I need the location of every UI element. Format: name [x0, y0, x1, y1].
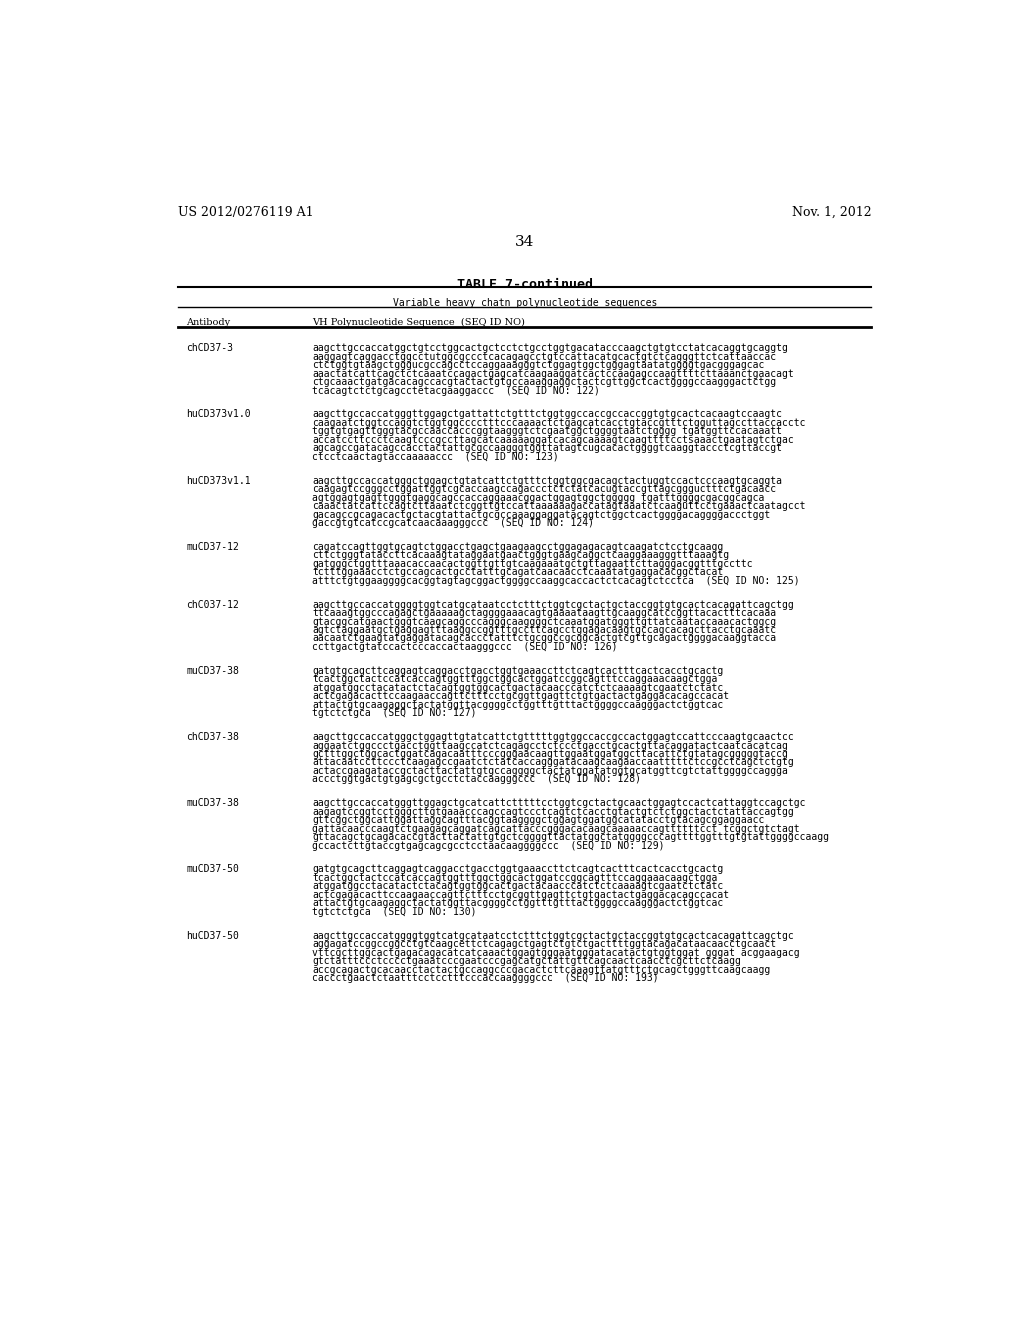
Text: attactgtgcaagaggctactatggttacggggcctggtttgtttactggggccaagggactctggtcac: attactgtgcaagaggctactatggttacggggcctggtt… [312, 700, 724, 710]
Text: tgtctctgca  (SEQ ID NO: 127): tgtctctgca (SEQ ID NO: 127) [312, 708, 477, 718]
Text: aagcttgccaccatgggctggagctgtatcattctgtttctggtggcgacagctactuggtccactcccaagtgcaggta: aagcttgccaccatgggctggagctgtatcattctgtttc… [312, 475, 782, 486]
Text: huCD373v1.1: huCD373v1.1 [186, 475, 251, 486]
Text: tggtgtgagttgggtacgccaaccacccggtaagggtctcgaatggctggggtaatctgggg tgatggttccacaaatt: tggtgtgagttgggtacgccaaccacccggtaagggtctc… [312, 426, 782, 437]
Text: gttcggctggcattggattaggcagtttacggtaaggggctggagtggatggcatatacctgtacagcggaggaacc: gttcggctggcattggattaggcagtttacggtaaggggc… [312, 816, 765, 825]
Text: gccactcttgtaccgtgagcagcgcctcctaacaaggggccc  (SEQ ID NO: 129): gccactcttgtaccgtgagcagcgcctcctaacaaggggc… [312, 841, 665, 850]
Text: aacaatctgaagtatgaggatacagcaccctatttctgcggccgcggcactgtcgttgcagactggggacaaggtacca: aacaatctgaagtatgaggatacagcaccctatttctgcg… [312, 634, 776, 643]
Text: huCD37-50: huCD37-50 [186, 931, 239, 941]
Text: aagcttgccaccatggggtggtcatgcataatcctctttctggtcgctactgctaccggtgtgcactcacagattcagct: aagcttgccaccatggggtggtcatgcataatcctctttc… [312, 931, 795, 941]
Text: gtctatttccctcccctgaaatcccgaatcccgagcatgctattgttcagcaactcaacctcgcttctcaagg: gtctatttccctcccctgaaatcccgaatcccgagcatgc… [312, 956, 741, 966]
Text: gacagccgcagacactgctacgtattactgcgccaaaggaggatacagtctggctcactggggacaggggaccctggt: gacagccgcagacactgctacgtattactgcgccaaagga… [312, 510, 771, 520]
Text: gtacggcatgaactgggtcaagcaggcccagggcaaggggctcaaatggatgggttgttatcaataccaaacactggcg: gtacggcatgaactgggtcaagcaggcccagggcaagggg… [312, 616, 776, 627]
Text: tcacagtctctgcagcctetacgaaggaccc  (SEQ ID NO: 122): tcacagtctctgcagcctetacgaaggaccc (SEQ ID … [312, 385, 600, 396]
Text: atggatggcctacatactctacagtggtggcactgactacaacccatctctcaaaagtcgaatctctatc: atggatggcctacatactctacagtggtggcactgactac… [312, 682, 724, 693]
Text: aagcttgccaccatgggctggagttgtatcattctgtttttggtggccaccgccactggagtccattcccaagtgcaact: aagcttgccaccatgggctggagttgtatcattctgtttt… [312, 733, 795, 742]
Text: vttcgcttggcactgagacagacatcatcaaactggagtgggaatgggatacatactgtggtggat gggat acggaag: vttcgcttggcactgagacagacatcatcaaactggagtg… [312, 948, 800, 957]
Text: gaccgtgtcatccgcatcaacaaagggccc  (SEQ ID NO: 124): gaccgtgtcatccgcatcaacaaagggccc (SEQ ID N… [312, 517, 595, 528]
Text: atttctgtggaaggggcacggtagtagcggactggggccaaggcaccactctcacagtctcctca  (SEQ ID NO: 1: atttctgtggaaggggcacggtagtagcggactggggcca… [312, 576, 800, 586]
Text: Antibody: Antibody [186, 318, 230, 327]
Text: muCD37-38: muCD37-38 [186, 665, 239, 676]
Text: attacaatccttccctcaagagccgaatctctatcaccagggatacaagcaagaaccaatttttctccgcctcagctctg: attacaatccttccctcaagagccgaatctctatcaccag… [312, 758, 795, 767]
Text: TABLE 7-continued: TABLE 7-continued [457, 277, 593, 290]
Text: aaactatcattcagctctcaaatccagactgagcatcaagaaggatcactccaagagccaagttttcttaaanctgaaca: aaactatcattcagctctcaaatccagactgagcatcaag… [312, 368, 795, 379]
Text: accctggtgactgtgagcgctgcctctaccaagggccc  (SEQ ID NO: 128): accctggtgactgtgagcgctgcctctaccaagggccc (… [312, 775, 641, 784]
Text: US 2012/0276119 A1: US 2012/0276119 A1 [178, 206, 314, 219]
Text: tcactggctactccatcaccagtggtttggctggcactggatccggcagtttccaggaaacaagctgga: tcactggctactccatcaccagtggtttggctggcactgg… [312, 675, 718, 684]
Text: chC037-12: chC037-12 [186, 599, 239, 610]
Text: caaactatcattccagtcttaaatctcggttgtccattaaaaaagaccatagtaaatctcaaguttcctgaaactcaata: caaactatcattccagtcttaaatctcggttgtccattaa… [312, 502, 806, 511]
Text: muCD37-38: muCD37-38 [186, 799, 239, 808]
Text: gattacaacccaagtctgaagagcaggatcagcattacccgggacacaagcaaaaaccagttttttcct tcggctgtct: gattacaacccaagtctgaagagcaggatcagcattaccc… [312, 824, 800, 834]
Text: ccttgactgtatccactcccaccactaagggccc  (SEQ ID NO: 126): ccttgactgtatccactcccaccactaagggccc (SEQ … [312, 642, 617, 652]
Text: chCD37-38: chCD37-38 [186, 733, 239, 742]
Text: cttctgggtataccttcacaaagtataggaatgaactgggtgaagcaggctcaaggaaagggtttaaagtg: cttctgggtataccttcacaaagtataggaatgaactggg… [312, 550, 729, 560]
Text: caagagtccgggcctggattggtcgcaccaagccagaccctctctatcacugtaccgttagcggguctttctgacaacc: caagagtccgggcctggattggtcgcaccaagccagaccc… [312, 484, 776, 494]
Text: aagcttgccaccatgggttggagctgcatcattctttttcctggtcgctactgcaactggagtccactcattaggtccag: aagcttgccaccatgggttggagctgcatcattctttttc… [312, 799, 806, 808]
Text: tcactggctactccatcaccagtggtttggctggcactggatccggcagtttccaggaaacaagctgga: tcactggctactccatcaccagtggtttggctggcactgg… [312, 873, 718, 883]
Text: accatccttccctcaagtcccgccttagcatcaaaaaggatcacagcaaaagtcaagttttcctsaaactgaatagtctg: accatccttccctcaagtcccgccttagcatcaaaaagga… [312, 434, 795, 445]
Text: Nov. 1, 2012: Nov. 1, 2012 [792, 206, 871, 219]
Text: atggatggcctacatactctacagtggtggcactgactacaacccatctctcaaaagtcgaatctctatc: atggatggcctacatactctacagtggtggcactgactac… [312, 882, 724, 891]
Text: actcgagacacttccaagaaccagttctttcctgcggttgagttctgtgactactgaggacacagccacat: actcgagacacttccaagaaccagttctttcctgcggttg… [312, 692, 729, 701]
Text: gatgtgcagcttcaggagtcaggacctgacctggtgaaaccttctcagtcactttcactcacctgcactg: gatgtgcagcttcaggagtcaggacctgacctggtgaaac… [312, 865, 724, 874]
Text: tctttggaaacctctgccagcactgcctatttgcagatcaacaacctcaaatatgaggacacggctacat: tctttggaaacctctgccagcactgcctatttgcagatca… [312, 568, 724, 577]
Text: accgcagactgcacaacctactactgccaggcccgacactcttcaaagttatgtttctgcagctgggttcaagcaagg: accgcagactgcacaacctactactgccaggcccgacact… [312, 965, 771, 974]
Text: VH Polynucleotide Sequence  (SEQ ID NO): VH Polynucleotide Sequence (SEQ ID NO) [312, 318, 525, 327]
Text: aaggagtcaggacctggcctutggcgccctcacagagcctgtccattacatgcactgtctcagggttctcattaaccac: aaggagtcaggacctggcctutggcgccctcacagagcct… [312, 351, 776, 362]
Text: chCD37-3: chCD37-3 [186, 343, 233, 354]
Text: agcagccgatacagccacctactattgcgccaagggtggttatagtcugcacactggggtcaaggtaccctcgttaccgt: agcagccgatacagccacctactattgcgccaagggtggt… [312, 444, 782, 453]
Text: actcgagacacttccaagaaccagttctttcctgcggttgagttctgtgactactgaggacacagccacat: actcgagacacttccaagaaccagttctttcctgcggttg… [312, 890, 729, 900]
Text: muCD37-12: muCD37-12 [186, 543, 239, 552]
Text: attactgtgcaagaggctactatggttacggggcctggtttgtttactggggccaagggactctggtcac: attactgtgcaagaggctactatggttacggggcctggtt… [312, 899, 724, 908]
Text: gttacagctgcagacaccgtacttactattgtgctcggggttactatggctatggggcccagttttggtttgtgtattgg: gttacagctgcagacaccgtacttactattgtgctcgggg… [312, 832, 829, 842]
Text: gatgtgcagcttcaggagtcaggacctgacctggtgaaaccttctcagtcactttcactcacctgcactg: gatgtgcagcttcaggagtcaggacctgacctggtgaaac… [312, 665, 724, 676]
Text: 34: 34 [515, 235, 535, 249]
Text: aagagtccggtcctgggcttgtgaaacccagccagtccctcagtctcacctgtactgtctctggctactctattaccagt: aagagtccggtcctgggcttgtgaaacccagccagtccct… [312, 807, 795, 817]
Text: caccctgaactctaatttcctcctttcccaccaaggggccc  (SEQ ID NO: 193): caccctgaactctaatttcctcctttcccaccaaggggcc… [312, 973, 659, 983]
Text: ctgcaaactgatgacacagccacgtactactgtgccaaaggaggctactcgttggctcactggggccaagggactctgg: ctgcaaactgatgacacagccacgtactactgtgccaaag… [312, 378, 776, 387]
Text: agtggagtgagttgggtgaggcagccaccaggaaacggactggagtggctggggg tgatttggggcgacggcagca: agtggagtgagttgggtgaggcagccaccaggaaacggac… [312, 492, 765, 503]
Text: aagcttgccaccatggggtggtcatgcataatcctctttctggtcgctactgctaccggtgtgcactcacagattcagct: aagcttgccaccatggggtggtcatgcataatcctctttc… [312, 599, 795, 610]
Text: agtctaggaatgctgaggagtttaaggccggtttgccttcagcctggagacaagtgccagcacagcttacctgcaaatc: agtctaggaatgctgaggagtttaaggccggtttgccttc… [312, 626, 776, 635]
Text: ctctggtgtaagctgggucgccagcctccaggaaagggtctggagtggctgggagtaatatggggtgacgggagcac: ctctggtgtaagctgggucgccagcctccaggaaagggtc… [312, 360, 765, 370]
Text: aagcttgccaccatgggttggagctgattattctgtttctggtggccaccgccaccggtgtgcactcacaagtccaagtc: aagcttgccaccatgggttggagctgattattctgtttct… [312, 409, 782, 420]
Text: gctttggctggcactggatcagacaatttcccgggaacaagttggaatggatggcttacattctgtatagcgggggtacc: gctttggctggcactggatcagacaatttcccgggaacaa… [312, 748, 788, 759]
Text: tgtctctgca  (SEQ ID NO: 130): tgtctctgca (SEQ ID NO: 130) [312, 907, 477, 917]
Text: aggaatctggccctgacctggttaagccatctcagagcctctccctgacctgcactgttacaggatactcaatcacatca: aggaatctggccctgacctggttaagccatctcagagcct… [312, 741, 788, 751]
Text: muCD37-50: muCD37-50 [186, 865, 239, 874]
Text: huCD373v1.0: huCD373v1.0 [186, 409, 251, 420]
Text: caagaatctggtccaggtctggtggcccctttcccaaaactctgagcatcacctgtaccgtttctgguttagccttacca: caagaatctggtccaggtctggtggcccctttcccaaaac… [312, 418, 806, 428]
Text: ttcaaagtggcccagagctgaaaaagctaggggaaacagtgaaaataagttgcaaggcatccggttacactttcacaaa: ttcaaagtggcccagagctgaaaaagctaggggaaacagt… [312, 609, 776, 618]
Text: Variable heavy chatn polynucleotide sequences: Variable heavy chatn polynucleotide sequ… [392, 298, 657, 308]
Text: cagatccagttggtgcagtctggacctgagctgaagaagcctggagagacagtcaagatctcctgcaagg: cagatccagttggtgcagtctggacctgagctgaagaagc… [312, 543, 724, 552]
Text: aagcttgccaccatggctgtcctggcactgctcctctgcctggtgacatacccaagctgtgtcctatcacaggtgcaggt: aagcttgccaccatggctgtcctggcactgctcctctgcc… [312, 343, 788, 354]
Text: actaccgaagataccgctacttactattgtgccaggggctactatggatatggtgcatggttcgtctattggggccaggg: actaccgaagataccgctacttactattgtgccaggggct… [312, 766, 788, 776]
Text: gatgggctggtttaaacaccaacactggttgttgtcaagaaatgctgttagaattcttagggacggtttgccttc: gatgggctggtttaaacaccaacactggttgttgtcaaga… [312, 558, 753, 569]
Text: ctcctcaactagtaccaaaaaccc  (SEQ ID NO: 123): ctcctcaactagtaccaaaaaccc (SEQ ID NO: 123… [312, 451, 559, 462]
Text: aggagatccggccggcctgtcaagcettctcagagctgagtctgtctgacttttggtacagacataacaacctgcaact: aggagatccggccggcctgtcaagcettctcagagctgag… [312, 940, 776, 949]
